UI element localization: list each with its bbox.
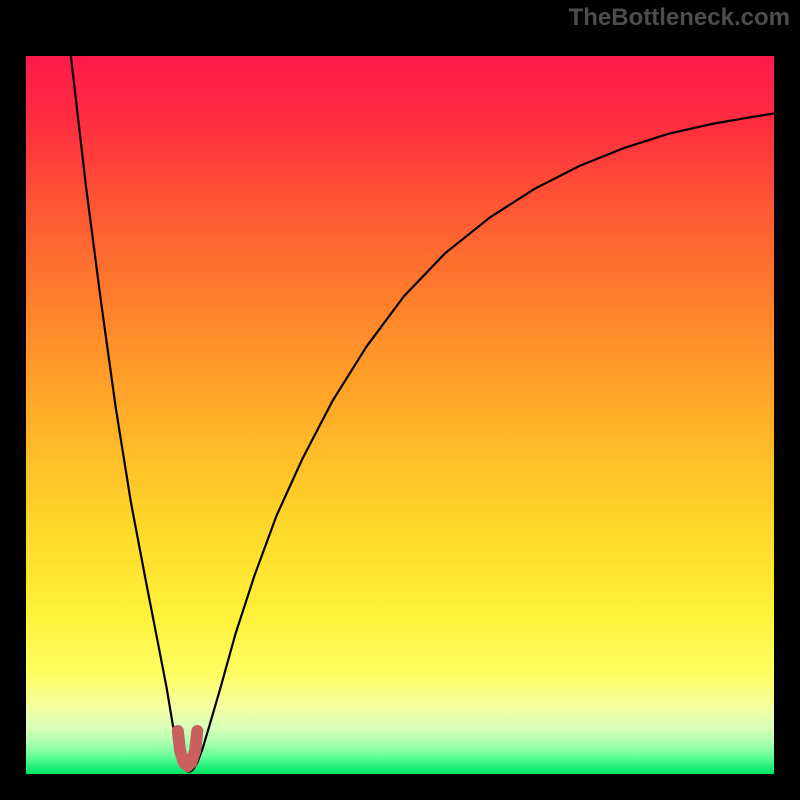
curve-layer [26, 56, 774, 774]
frame-border-bottom [0, 774, 800, 800]
valley-marker [178, 731, 197, 766]
plot-area [26, 56, 774, 774]
watermark-text: TheBottleneck.com [569, 4, 790, 32]
frame-border-top [0, 30, 800, 56]
figure-canvas: TheBottleneck.com [0, 0, 800, 800]
frame-border-right [774, 30, 800, 800]
bottleneck-curve [71, 56, 774, 771]
frame-border-left [0, 30, 26, 800]
